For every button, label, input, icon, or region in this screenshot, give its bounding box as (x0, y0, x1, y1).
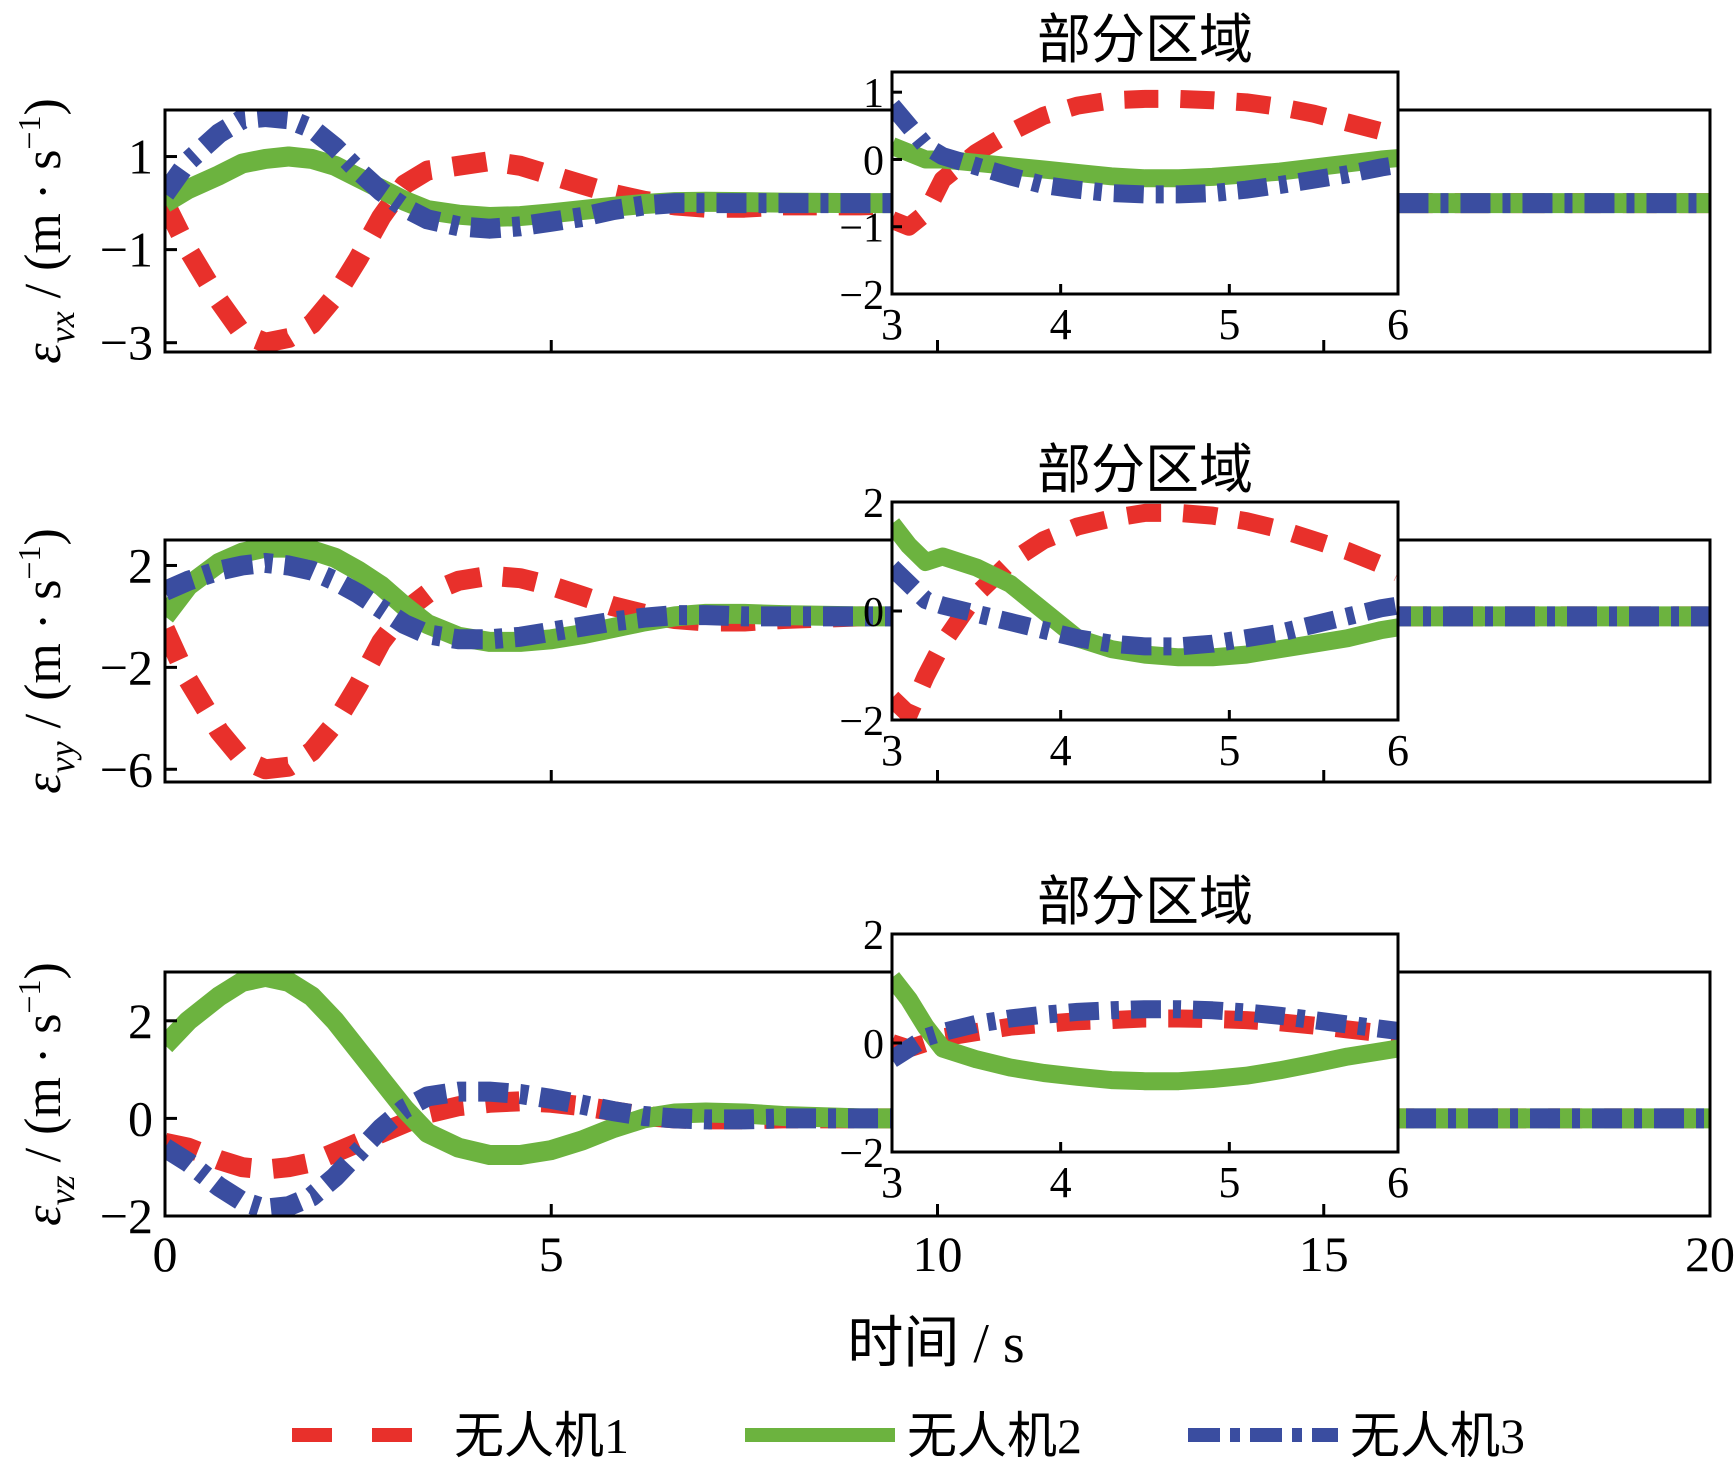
inset-1-ytick-label: 1 (863, 71, 884, 117)
panel-2-ytick-label: −2 (100, 639, 153, 695)
inset-1-xtick-label: 4 (1050, 300, 1072, 349)
ylabel-subscript: vz (42, 1175, 82, 1205)
inset-3-ytick-label: −2 (839, 1131, 884, 1177)
panel-2-ytick-label: 2 (128, 537, 153, 593)
panel-1-ytick-label: −3 (100, 315, 153, 371)
panel-2-y-axis-label: εvy / (m · s−1) (11, 528, 82, 794)
inset-2-series-1-line (892, 503, 1398, 720)
inset-2-title: 部分区域 (1037, 440, 1253, 500)
panel-3-xtick-label: 20 (1685, 1226, 1734, 1282)
inset-2-series-3-line (892, 560, 1398, 656)
inset-2-ytick-label: −2 (839, 699, 884, 745)
panel-3-ytick-label: 2 (128, 993, 153, 1049)
panel-3-xtick-label: 5 (539, 1226, 564, 1282)
inset-1-xtick-label: 3 (881, 300, 903, 349)
inset-3-series-3-line (892, 1000, 1398, 1067)
panel-3-ytick-label: −2 (100, 1188, 153, 1244)
inset-2-xtick-label: 3 (881, 726, 903, 775)
inset-2-ytick-label: 2 (863, 481, 884, 527)
inset-1-series-1-line (892, 89, 1398, 236)
inset-3-title: 部分区域 (1037, 872, 1253, 932)
legend: 无人机1 无人机2 无人机3 (292, 1408, 1525, 1464)
panel-1-inset: 1 0 −1 −23 4 5 6 部分区域 (839, 10, 1409, 349)
panel-1-series-3-line (165, 110, 1710, 239)
panel-1-ytick-label: −1 (100, 222, 153, 278)
ylabel-symbol: ε (15, 773, 72, 794)
panel-3-y-axis-label: εvz / (m · s−1) (11, 962, 82, 1226)
inset-1-xtick-label: 5 (1218, 300, 1240, 349)
inset-3-series-1-line (892, 1009, 1398, 1058)
inset-1-series-3-line (892, 99, 1398, 204)
inset-2-xtick-label: 4 (1050, 726, 1072, 775)
inset-3-background (892, 934, 1398, 1152)
ylabel-superscript: −1 (11, 980, 47, 1014)
panel-3-series-3-line (165, 1081, 1710, 1216)
panel-1-ytick-label: 1 (128, 129, 153, 185)
ylabel-symbol: ε (15, 343, 72, 364)
inset-3-ytick-label: 2 (863, 913, 884, 959)
inset-2-xtick-label: 6 (1387, 726, 1409, 775)
ylabel-unit: / (m · s (15, 580, 72, 742)
legend-label-1: 无人机1 (454, 1408, 629, 1464)
inset-3-xtick-label: 3 (881, 1158, 903, 1207)
ylabel-unit: / (m · s (15, 1014, 72, 1176)
ylabel-close: ) (15, 98, 72, 115)
panel-1-y-axis-label: εvx / (m · s−1) (11, 98, 82, 364)
inset-1-frame (890, 70, 1400, 296)
ylabel-subscript: vx (42, 311, 82, 343)
ylabel-superscript: −1 (11, 546, 47, 580)
panel-3-xtick-label: 15 (1299, 1226, 1349, 1282)
inset-1-title: 部分区域 (1037, 10, 1253, 70)
legend-label-2: 无人机2 (907, 1408, 1082, 1464)
inset-1-ytick-label: −1 (839, 206, 884, 252)
panel-3-ytick-label: 0 (128, 1090, 153, 1146)
inset-3-series-2-line (892, 972, 1398, 1091)
inset-3-xtick-label: 4 (1050, 1158, 1072, 1207)
ylabel-unit: / (m · s (15, 150, 72, 312)
inset-1-xtick-label: 6 (1387, 300, 1409, 349)
ylabel-symbol: ε (15, 1205, 72, 1226)
inset-3-xtick-label: 5 (1218, 1158, 1240, 1207)
inset-2-xtick-label: 5 (1218, 726, 1240, 775)
ylabel-close: ) (15, 962, 72, 979)
panel-3-inset: 2 0 −23 4 5 6 部分区域 (839, 872, 1409, 1207)
ylabel-superscript: −1 (11, 116, 47, 150)
legend-label-3: 无人机3 (1350, 1408, 1525, 1464)
panel-2-ytick-label: −6 (100, 741, 153, 797)
x-axis-label: 时间 / s (847, 1313, 1024, 1375)
inset-2-ytick-label: 0 (863, 590, 884, 636)
inset-3-xtick-label: 6 (1387, 1158, 1409, 1207)
inset-1-ytick-label: −2 (839, 273, 884, 319)
inset-3-ytick-label: 0 (863, 1022, 884, 1068)
panel-3-xtick-label: 10 (913, 1226, 963, 1282)
panel-2-inset: 2 0 −23 4 5 6 部分区域 (839, 440, 1409, 775)
ylabel-subscript: vy (42, 741, 82, 773)
inset-1-ytick-label: 0 (863, 138, 884, 184)
ylabel-close: ) (15, 528, 72, 545)
panel-3-xtick-label: 0 (153, 1226, 178, 1282)
